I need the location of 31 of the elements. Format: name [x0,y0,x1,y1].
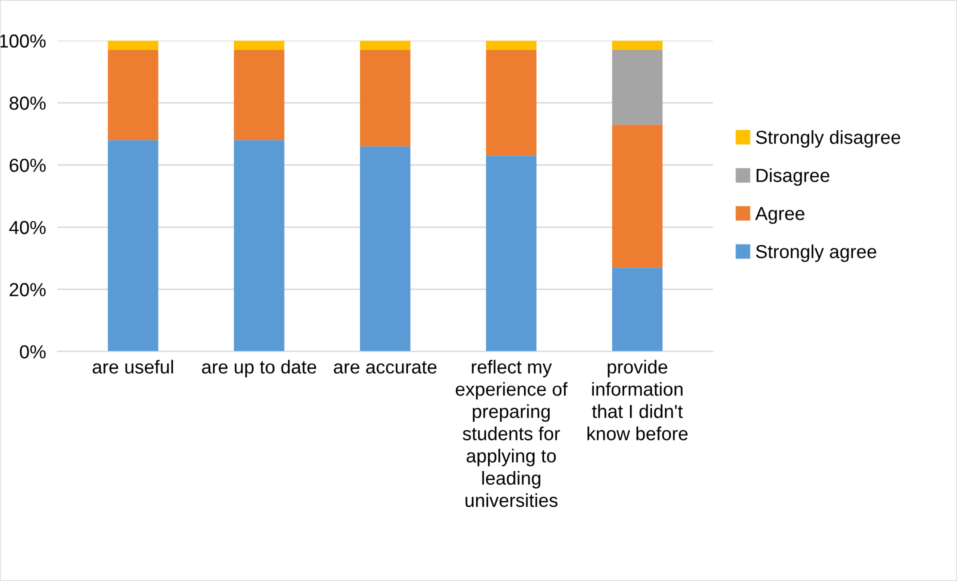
bar [612,268,663,352]
bar [108,40,158,50]
bar [486,50,536,156]
bar [360,40,410,50]
x-tick-label: reflect my experience of preparing students for applying to leading universities [456,360,568,508]
y-tick-label: 40% [9,220,46,234]
y-tick-label: 80% [10,96,46,110]
legend-label: Agree [755,207,804,224]
bar [360,146,410,352]
x-tick-label: provide information that I didn't know before [588,360,688,440]
bar [234,140,284,352]
bar [234,50,284,140]
bar [234,40,284,50]
x-tick-label: are up to date [202,360,316,378]
y-tick-label: 100% [0,34,46,48]
bar [360,50,410,146]
bar [612,124,663,268]
y-tick-label: 20% [10,283,46,296]
y-tick-label: 60% [10,158,46,172]
legend-label: Disagree [756,168,830,186]
bar [108,50,158,140]
legend-label: Strongly disagree [756,130,900,148]
bar [108,140,158,352]
bar [486,156,536,352]
legend-label: Strongly agree [756,244,876,262]
bar [612,50,663,125]
y-tick-label: 0% [20,345,46,358]
bar [612,40,663,50]
x-tick-label: are useful [92,360,173,374]
x-tick-label: are accurate [334,361,436,374]
bar [486,40,536,50]
